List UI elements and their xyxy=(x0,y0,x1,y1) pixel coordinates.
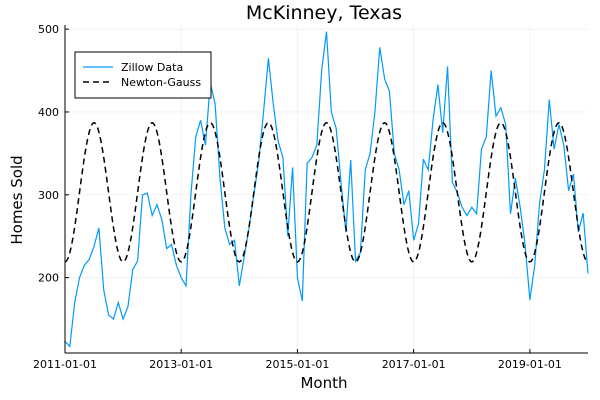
x-tick-label: 2015-01-01 xyxy=(265,358,329,371)
y-axis-ticks: 200 300 400 500 xyxy=(38,23,69,285)
y-axis-label: Homes Sold xyxy=(8,155,26,244)
x-tick-label: 2017-01-01 xyxy=(382,358,446,371)
x-axis-label: Month xyxy=(300,374,347,392)
y-tick-label: 500 xyxy=(38,23,59,36)
y-tick-label: 300 xyxy=(38,189,59,202)
x-tick-label: 2013-01-01 xyxy=(149,358,213,371)
x-axis-ticks: 2011-01-01 2013-01-01 2015-01-01 2017-01-01… xyxy=(33,349,562,371)
series-line-newton-gauss xyxy=(64,121,589,263)
y-tick-label: 200 xyxy=(38,272,59,285)
legend-label-newton-gauss: Newton-Gauss xyxy=(121,76,201,89)
series-line-zillow-data xyxy=(64,31,589,348)
series-layer xyxy=(64,31,589,348)
legend-label-zillow-data: Zillow Data xyxy=(121,61,183,74)
x-tick-label: 2011-01-01 xyxy=(33,358,97,371)
y-tick-label: 400 xyxy=(38,106,59,119)
legend: Zillow Data Newton-Gauss xyxy=(74,51,212,99)
chart-title: McKinney, Texas xyxy=(246,2,402,24)
legend-box xyxy=(74,51,212,99)
x-tick-label: 2019-01-01 xyxy=(498,358,562,371)
